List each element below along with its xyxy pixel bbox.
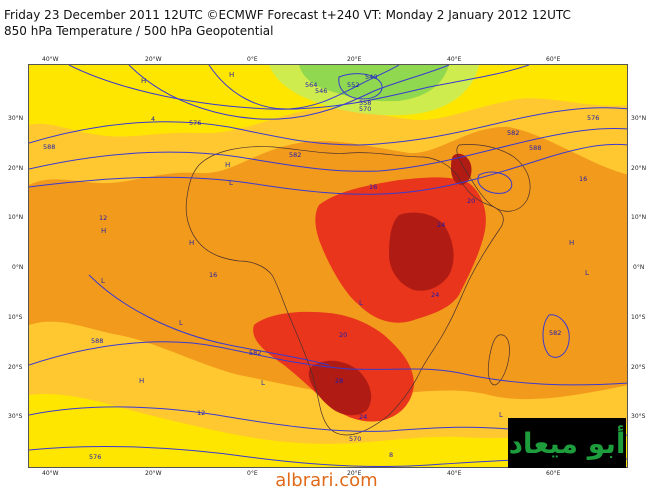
lat-tick: 0°N [633, 264, 645, 271]
lat-tick: 20°N [8, 165, 24, 172]
lat-tick: 10°S [8, 314, 23, 321]
temp-band-north-green [299, 65, 449, 102]
lat-tick: 30°S [631, 413, 646, 420]
contour-label: 588 [91, 337, 103, 345]
high-pressure-marker: H [229, 71, 234, 79]
contour-line [128, 65, 450, 120]
lon-tick: 40°E [447, 56, 462, 63]
contour-label: 24 [431, 291, 439, 299]
contour-label: 558 [359, 99, 371, 107]
contour-label: 12 [197, 409, 205, 417]
lon-tick: 60°E [546, 470, 561, 477]
contour-label: 540 [365, 73, 377, 81]
contour-label: 24 [437, 221, 445, 229]
africa-coastline [185, 146, 504, 436]
contour-label: 582 [249, 349, 261, 357]
lon-tick: 0°E [247, 470, 258, 477]
lon-tick: 20°E [347, 56, 362, 63]
contour-label: 4 [151, 115, 155, 123]
lon-tick: 20°W [145, 470, 162, 477]
contour-line [29, 128, 627, 172]
low-pressure-marker: L [261, 379, 265, 387]
contour-line [29, 107, 627, 146]
low-pressure-marker: L [101, 277, 105, 285]
low-pressure-marker: L [585, 269, 589, 277]
contour-label: 20 [339, 331, 347, 339]
temp-area-darkred-north [389, 212, 454, 291]
site-watermark: albrari.com [275, 470, 378, 491]
low-pressure-marker: L [359, 299, 363, 307]
contour-label: 582 [289, 151, 301, 159]
high-pressure-marker: H [569, 239, 574, 247]
weather-map: 576 582 588 564 570 552 558 546 540 576 … [28, 64, 628, 468]
contour-label: 570 [359, 105, 371, 113]
contour-line [208, 65, 400, 110]
lat-tick: 10°N [631, 214, 647, 221]
arabia-coastline [456, 144, 531, 212]
lon-tick: 40°W [42, 56, 59, 63]
lon-tick: 20°W [145, 56, 162, 63]
logo: أبو ميعاد [508, 418, 626, 468]
contour-label: 582 [549, 329, 561, 337]
contour-line [88, 274, 330, 366]
lat-tick: 30°N [8, 115, 24, 122]
contour-line [29, 341, 627, 386]
contour-label: 576 [587, 114, 599, 122]
temp-band-south-yellow [29, 394, 627, 467]
contour-label: 20 [467, 197, 475, 205]
low-pressure-marker: L [499, 411, 503, 419]
contour-label: 546 [315, 87, 327, 95]
lon-tick: 40°E [447, 470, 462, 477]
contour-line [477, 171, 513, 194]
map-canvas: 576 582 588 564 570 552 558 546 540 576 … [29, 65, 627, 467]
contour-label: 24 [359, 413, 367, 421]
low-pressure-marker: L [179, 319, 183, 327]
contour-label: 570 [349, 435, 361, 443]
lat-tick: 10°N [8, 214, 24, 221]
high-pressure-marker: H [225, 161, 230, 169]
contour-label: 552 [347, 81, 359, 89]
contour-label: 576 [189, 119, 201, 127]
lat-tick: 30°N [631, 115, 647, 122]
contour-label: 16 [209, 271, 217, 279]
lat-tick: 20°S [8, 364, 23, 371]
low-pressure-marker: L [229, 179, 233, 187]
lat-tick: 0°N [12, 264, 24, 271]
page-title: Friday 23 December 2011 12UTC ©ECMWF For… [4, 8, 571, 22]
contour-label: 576 [89, 453, 101, 461]
contour-label: 588 [43, 143, 55, 151]
high-pressure-marker: H [141, 77, 146, 85]
contour-label: 564 [305, 81, 317, 89]
contour-label: 28 [335, 377, 343, 385]
contour-line [29, 143, 627, 195]
logo-text: أبو ميعاد [508, 426, 626, 460]
lat-tick: 20°N [631, 165, 647, 172]
lon-tick: 0°E [247, 56, 258, 63]
contour-label: 12 [99, 214, 107, 222]
contour-label: 16 [369, 183, 377, 191]
madagascar-coastline [487, 334, 510, 386]
lon-tick: 40°W [42, 470, 59, 477]
high-pressure-marker: H [189, 239, 194, 247]
lat-tick: 20°S [631, 364, 646, 371]
high-pressure-marker: H [101, 227, 106, 235]
contour-label: 16 [579, 175, 587, 183]
geopotential-contours [29, 65, 627, 467]
temp-area-darkred-east [451, 153, 472, 185]
lat-tick: 10°S [631, 314, 646, 321]
lat-tick: 30°S [8, 413, 23, 420]
contour-label: 588 [529, 144, 541, 152]
contour-label: 8 [389, 451, 393, 459]
contour-label: 582 [507, 129, 519, 137]
temp-area-darkred-south [308, 360, 372, 416]
high-pressure-marker: H [139, 377, 144, 385]
contour-line [542, 314, 570, 358]
lon-tick: 60°E [546, 56, 561, 63]
lon-tick: 20°E [347, 470, 362, 477]
map-subtitle: 850 hPa Temperature / 500 hPa Geopotenti… [4, 24, 274, 38]
contour-line [338, 73, 383, 100]
contour-line [68, 65, 530, 110]
